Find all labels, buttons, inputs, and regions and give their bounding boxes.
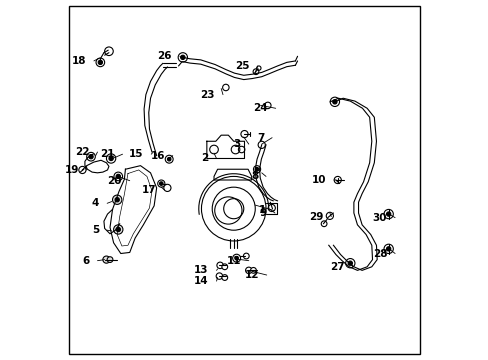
- Circle shape: [112, 195, 122, 204]
- Circle shape: [329, 97, 339, 107]
- Circle shape: [114, 172, 122, 181]
- Circle shape: [383, 210, 392, 219]
- Text: 26: 26: [157, 51, 172, 61]
- Text: 14: 14: [194, 276, 208, 286]
- Text: 18: 18: [71, 56, 86, 66]
- Text: 2: 2: [201, 153, 208, 163]
- Text: 11: 11: [226, 256, 241, 266]
- Text: 12: 12: [244, 270, 258, 280]
- Circle shape: [163, 184, 171, 192]
- Circle shape: [216, 273, 222, 279]
- Text: 5: 5: [92, 225, 99, 235]
- Text: 3: 3: [233, 139, 241, 149]
- Text: 15: 15: [129, 149, 143, 159]
- Circle shape: [98, 60, 102, 64]
- Text: 27: 27: [329, 262, 344, 272]
- Circle shape: [222, 264, 227, 270]
- Circle shape: [116, 227, 120, 231]
- Circle shape: [245, 267, 251, 274]
- Circle shape: [253, 166, 260, 173]
- Circle shape: [232, 254, 240, 262]
- Circle shape: [115, 198, 119, 202]
- Circle shape: [158, 180, 164, 187]
- Text: 25: 25: [235, 61, 249, 71]
- Circle shape: [250, 267, 256, 273]
- Circle shape: [165, 155, 173, 163]
- Text: 8: 8: [250, 171, 258, 181]
- Text: 22: 22: [75, 147, 89, 157]
- Circle shape: [386, 247, 390, 251]
- Text: 21: 21: [100, 149, 115, 159]
- Circle shape: [116, 174, 120, 179]
- Text: 16: 16: [150, 150, 164, 161]
- Text: 28: 28: [372, 248, 386, 258]
- Text: 13: 13: [194, 265, 208, 275]
- Circle shape: [113, 225, 122, 234]
- Circle shape: [347, 261, 352, 265]
- Circle shape: [222, 275, 227, 280]
- Text: 4: 4: [92, 198, 99, 208]
- Circle shape: [178, 53, 187, 62]
- Circle shape: [89, 154, 93, 159]
- Circle shape: [102, 256, 110, 263]
- Text: 1: 1: [258, 206, 265, 216]
- Text: 29: 29: [308, 212, 323, 221]
- Circle shape: [243, 253, 249, 259]
- Circle shape: [96, 58, 104, 67]
- Circle shape: [180, 55, 184, 59]
- Circle shape: [106, 154, 116, 163]
- Text: 9: 9: [260, 208, 266, 218]
- Circle shape: [345, 258, 354, 268]
- Circle shape: [255, 167, 258, 171]
- Text: 30: 30: [372, 213, 386, 222]
- Text: 19: 19: [64, 165, 79, 175]
- Text: 7: 7: [256, 133, 264, 143]
- Text: 17: 17: [142, 185, 156, 195]
- Text: 24: 24: [253, 103, 267, 113]
- Circle shape: [386, 212, 390, 216]
- Circle shape: [217, 262, 223, 269]
- Circle shape: [159, 182, 163, 185]
- Circle shape: [167, 157, 171, 161]
- Circle shape: [332, 100, 336, 104]
- Circle shape: [383, 244, 392, 253]
- Text: 20: 20: [107, 176, 122, 186]
- Text: 6: 6: [82, 256, 89, 266]
- Circle shape: [109, 156, 113, 161]
- Text: 10: 10: [311, 175, 325, 185]
- Circle shape: [86, 152, 95, 161]
- Text: 23: 23: [200, 90, 215, 100]
- Circle shape: [107, 257, 113, 262]
- Circle shape: [234, 256, 238, 260]
